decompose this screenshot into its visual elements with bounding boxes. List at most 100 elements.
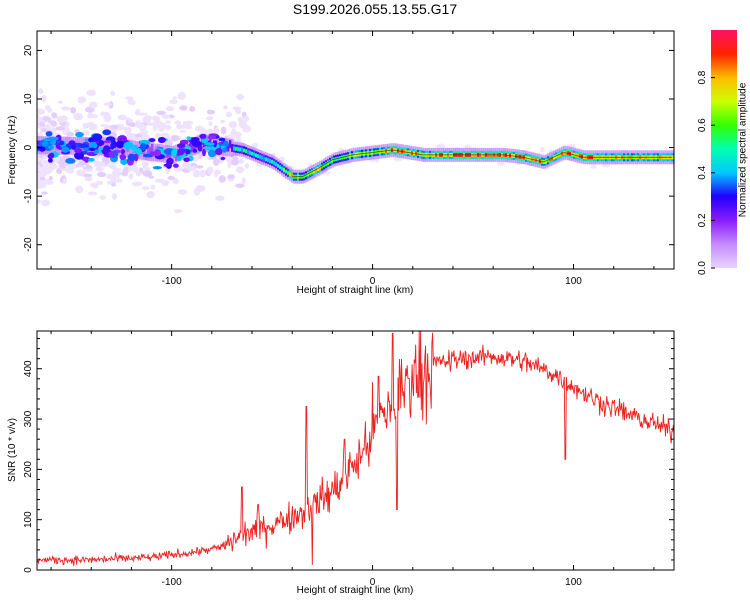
cluster-blob (48, 152, 55, 159)
ridge-core (243, 148, 246, 153)
ridge-band (231, 143, 234, 152)
noise-blob (95, 166, 104, 172)
ridge-band (149, 146, 152, 155)
cluster-blob (47, 145, 55, 150)
noise-blob (58, 100, 63, 104)
noise-blob (37, 158, 41, 163)
y-tick-label: 200 (23, 461, 34, 478)
noise-blob (169, 99, 178, 104)
cluster-blob (119, 154, 127, 161)
noise-blob (590, 165, 597, 169)
ridge-core (239, 147, 242, 152)
noise-blob (146, 191, 155, 199)
ridge-core (545, 159, 548, 164)
colorbar-tick-label: 0.4 (697, 165, 708, 179)
ridge-core (321, 164, 324, 169)
noise-blob (84, 168, 93, 172)
noise-blob (86, 89, 96, 96)
ridge-core (271, 159, 274, 164)
noise-blob (115, 178, 123, 183)
y-tick-label: 100 (23, 511, 34, 528)
noise-blob (142, 134, 151, 140)
cluster-blob (88, 147, 96, 152)
x-tick-label: 0 (370, 577, 376, 588)
noise-blob (207, 156, 217, 160)
ridge-core (291, 173, 294, 178)
noise-blob (37, 173, 41, 181)
cluster-blob (88, 141, 98, 149)
ridge-core (331, 158, 334, 163)
cluster-blob (157, 136, 166, 144)
ridge-core (307, 172, 310, 177)
noise-blob (37, 123, 41, 129)
noise-blob (174, 209, 183, 214)
snr-panel: -100 0 100 0 100 200 300 400 Height of straigh… (7, 330, 675, 596)
cluster-blob (101, 149, 112, 153)
noise-blob (111, 193, 118, 200)
snr-y-ticks: 0 100 200 300 400 (23, 338, 674, 573)
ridge-band (203, 139, 206, 148)
noise-blob (214, 170, 218, 178)
noise-blob (206, 109, 215, 115)
noise-blob (83, 173, 92, 178)
noise-blob (127, 99, 134, 105)
noise-blob (55, 126, 65, 131)
noise-blob (58, 115, 69, 122)
cluster-blob (139, 143, 147, 151)
ridge-core (555, 154, 558, 159)
noise-blob (241, 177, 246, 185)
x-tick-label: 0 (370, 276, 376, 287)
noise-blob (237, 116, 244, 123)
ridge-band (53, 143, 56, 152)
noise-blob (41, 182, 47, 188)
ridge-core (283, 168, 286, 172)
colorbar: 0.0 0.2 0.4 0.6 0.8 Normalized spectral ampl… (697, 30, 749, 275)
cluster-blob (163, 163, 172, 167)
ridge-core (275, 162, 278, 167)
colorbar-gradient (711, 30, 737, 268)
ridge-core (251, 151, 254, 156)
noise-blob (179, 129, 187, 133)
x-tick-label: 100 (565, 276, 582, 287)
noise-blob (177, 189, 188, 195)
noise-blob (230, 130, 238, 136)
noise-blob (225, 111, 232, 118)
noise-blob (73, 112, 83, 121)
noise-blob (170, 135, 180, 142)
noise-blob (82, 122, 88, 129)
ridge-core (289, 172, 292, 177)
ridge-core (269, 158, 272, 163)
noise-blob (106, 180, 113, 185)
cluster-blob (61, 146, 70, 153)
noise-blob (165, 120, 172, 124)
noise-blob (141, 186, 150, 190)
noise-blob (183, 120, 194, 125)
ridge-core (267, 158, 270, 163)
noise-blob (66, 131, 75, 137)
noise-blob (86, 121, 94, 128)
noise-blob (45, 180, 54, 185)
signal-ridge (37, 129, 674, 184)
noise-blob (88, 101, 98, 109)
ridge-core (247, 150, 250, 154)
ridge-core (255, 153, 258, 158)
cluster-blob (120, 149, 125, 155)
noise-blob (58, 156, 68, 164)
ridge-core (323, 163, 326, 168)
noise-blob (87, 112, 94, 119)
cluster-blob (207, 135, 217, 140)
noise-blob (142, 116, 151, 124)
noise-blob (158, 124, 165, 132)
cluster-blob (115, 140, 125, 149)
colorbar-tick-label: 0.2 (697, 213, 708, 227)
cluster-blob (186, 136, 192, 141)
noise-blob (127, 122, 137, 127)
ridge-core (279, 165, 282, 170)
y-tick-label: -20 (23, 237, 34, 252)
noise-blob (244, 163, 249, 169)
snr-y-label: SNR (10 * v/v) (7, 418, 18, 482)
spectrogram-x-ticks: -100 0 100 (50, 31, 655, 287)
noise-blob (227, 174, 235, 179)
cluster-blob (92, 133, 103, 141)
noise-blob (165, 105, 175, 112)
